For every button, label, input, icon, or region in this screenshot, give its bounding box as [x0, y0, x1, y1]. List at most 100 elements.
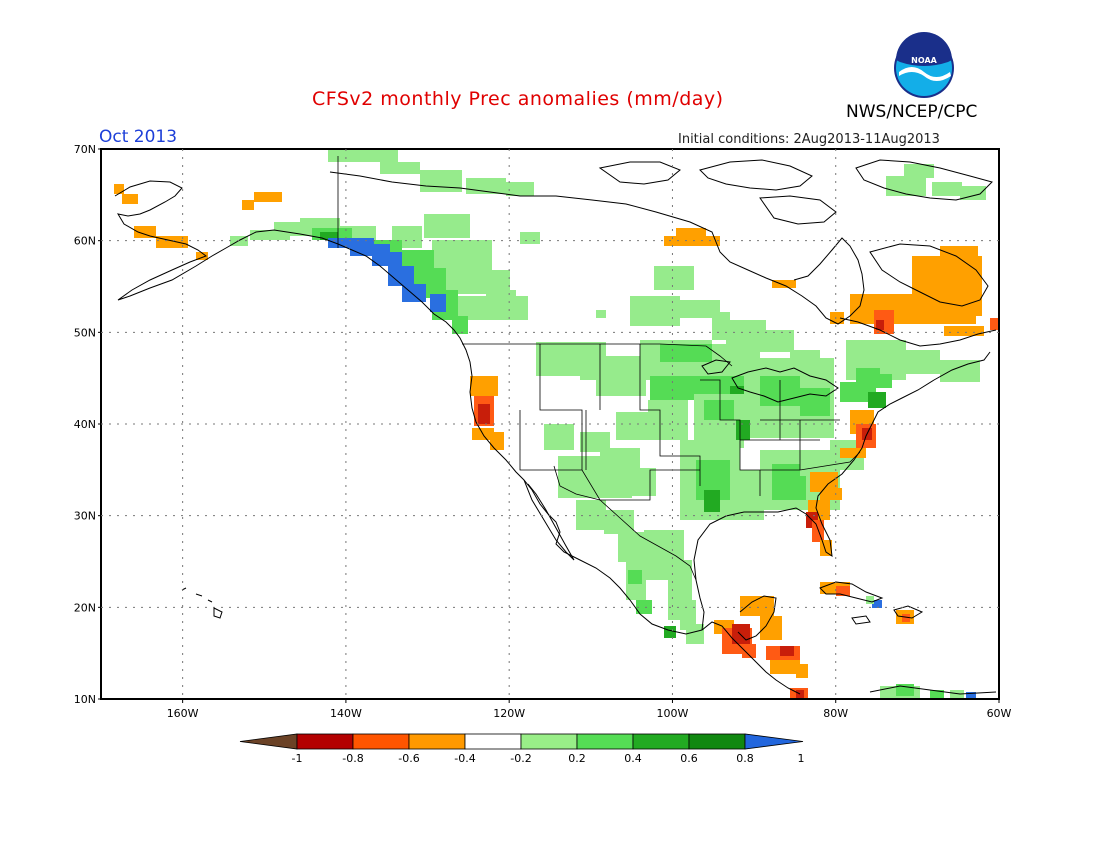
anomaly-cell: [196, 252, 208, 260]
anomaly-cell: [380, 162, 420, 174]
lat-label: 30N: [74, 510, 96, 523]
anomaly-cell: [920, 286, 976, 324]
lon-label: 160W: [167, 707, 199, 720]
lon-label: 120W: [493, 707, 525, 720]
colorbar-label: -0.8: [342, 752, 363, 765]
lat-label: 50N: [74, 326, 96, 339]
colorbar-segment: [408, 733, 466, 750]
colorbar-segment: [688, 733, 746, 750]
initial-conditions: Initial conditions: 2Aug2013-11Aug2013: [678, 132, 940, 147]
anomaly-cell: [596, 376, 646, 396]
anomaly-cell: [122, 194, 138, 204]
anomaly-cell: [772, 280, 796, 288]
anomaly-cell: [830, 312, 844, 324]
anomaly-cell: [616, 412, 652, 440]
anomaly-cell: [704, 490, 720, 512]
anomaly-cell: [676, 300, 720, 318]
colorbar-label: -1: [292, 752, 303, 765]
lat-label: 60N: [74, 235, 96, 248]
anomaly-cell: [134, 226, 156, 238]
anomaly-cell: [780, 646, 794, 656]
anomaly-cell: [424, 214, 470, 238]
lat-label: 40N: [74, 418, 96, 431]
colorbar-segment: [464, 733, 522, 750]
colorbar-label: 0.8: [736, 752, 754, 765]
anomaly-cell: [960, 186, 986, 200]
colorbar-label: -0.4: [454, 752, 475, 765]
anomaly-cell: [940, 246, 978, 266]
anomaly-cell: [372, 252, 402, 266]
anomaly-cell: [680, 600, 696, 630]
lon-label: 100W: [657, 707, 689, 720]
anomaly-cell: [940, 360, 980, 382]
anomaly-cell: [796, 664, 808, 678]
anomaly-cell: [156, 236, 188, 248]
anomaly-cell: [664, 236, 720, 246]
anomaly-cell: [628, 570, 642, 584]
lat-label: 70N: [74, 143, 96, 156]
anomaly-cell: [704, 400, 734, 420]
anomaly-cell: [242, 200, 254, 210]
political-borders: [337, 156, 861, 581]
anomaly-cell: [328, 238, 374, 248]
anomaly-cell: [320, 232, 338, 240]
anomaly-cell: [840, 382, 876, 402]
anomaly-cell: [402, 284, 426, 302]
anomaly-cell: [810, 472, 838, 492]
anomaly-cell: [790, 476, 806, 500]
anomaly-cell: [760, 616, 782, 640]
anomaly-cell: [604, 510, 634, 534]
anomaly-cell: [902, 614, 910, 622]
anomaly-cell: [576, 500, 606, 530]
anomaly-cell: [868, 392, 886, 408]
lat-label: 20N: [74, 601, 96, 614]
anomaly-cell: [630, 296, 680, 326]
anomaly-cell: [866, 596, 874, 604]
colorbar-high-arrow: [744, 733, 804, 750]
anomaly-cell: [726, 320, 766, 344]
lon-label: 80W: [823, 707, 848, 720]
anomaly-cell: [618, 532, 646, 562]
anomaly-cell: [654, 266, 694, 290]
anomaly-cell: [966, 692, 976, 698]
anomaly-cell: [686, 624, 704, 644]
forecast-month: Oct 2013: [99, 127, 178, 147]
colorbar-label: -0.2: [510, 752, 531, 765]
anomaly-cell: [452, 316, 468, 334]
anomaly-cell: [886, 176, 926, 196]
anomaly-cell: [880, 350, 940, 374]
colorbar-label: 0.4: [624, 752, 642, 765]
anomaly-cell: [596, 310, 606, 318]
anomaly-cell: [660, 344, 712, 362]
anomaly-cell: [800, 388, 830, 416]
anomaly-cell: [904, 164, 934, 178]
anomaly-cell: [872, 600, 882, 608]
coastlines: [114, 159, 997, 695]
anomaly-cell: [430, 294, 446, 312]
lon-label: 140W: [330, 707, 362, 720]
anomaly-cell: [712, 312, 730, 340]
anomaly-cell: [490, 432, 504, 450]
anomaly-cell: [420, 170, 462, 192]
colorbar-label: 0.6: [680, 752, 698, 765]
anomaly-cell: [760, 330, 794, 352]
anomaly-cell: [486, 290, 516, 308]
anomaly-cell: [432, 240, 492, 270]
colorbar-label: 1: [798, 752, 805, 765]
anomaly-cell: [742, 644, 756, 658]
anomaly-cell: [544, 424, 574, 450]
color-bar: -1 -0.8 -0.6 -0.4 -0.2 0.2 0.4 0.6 0.8 1: [239, 733, 805, 765]
colorbar-segment: [296, 733, 354, 750]
colorbar-segment: [576, 733, 634, 750]
colorbar-label: 0.2: [568, 752, 586, 765]
anomaly-cell: [676, 228, 706, 236]
anomaly-cell: [930, 690, 944, 698]
anomaly-cell: [770, 660, 800, 674]
anomaly-cell: [990, 318, 1000, 330]
map-title: CFSv2 monthly Prec anomalies (mm/day): [312, 88, 724, 110]
anomaly-cell: [478, 404, 490, 424]
anomaly-cell: [620, 468, 656, 496]
anomaly-cell: [840, 448, 866, 458]
anomaly-cell: [506, 182, 534, 196]
anomaly-cell: [820, 488, 842, 500]
